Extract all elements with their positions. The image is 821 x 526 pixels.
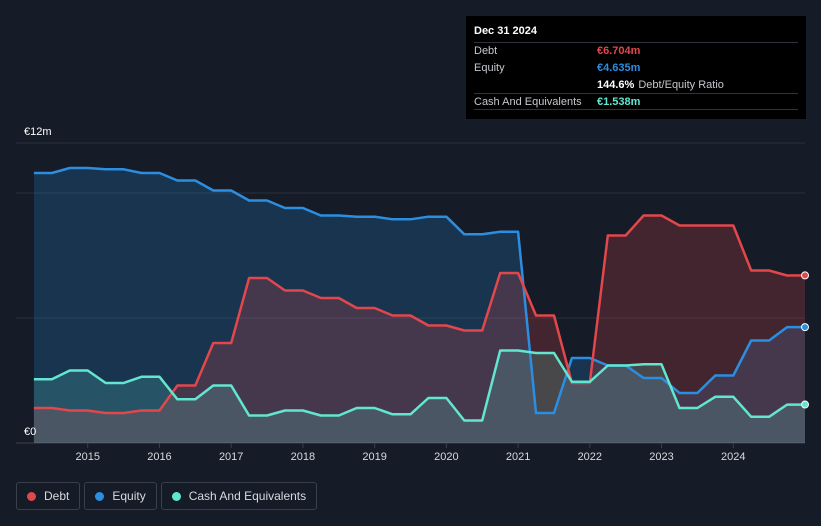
x-tick-label: 2018 xyxy=(291,451,315,463)
tooltip-cash-row: Cash And Equivalents €1.538m xyxy=(474,93,798,110)
legend-item-debt[interactable]: Debt xyxy=(16,482,81,510)
tooltip-ratio-row: 144.6% Debt/Equity Ratio xyxy=(474,76,798,93)
area-equity xyxy=(33,168,805,443)
y-tick-label: €12m xyxy=(24,126,52,138)
endpoint-cash xyxy=(801,400,809,409)
x-tick-label: 2023 xyxy=(649,451,673,463)
endpoint-equity xyxy=(801,323,809,332)
legend-dot-debt xyxy=(27,491,36,501)
area-cash xyxy=(33,350,805,443)
tooltip-ratio-value: 144.6% xyxy=(597,79,635,91)
x-tick-label: 2022 xyxy=(578,451,602,463)
x-tick-label: 2024 xyxy=(721,451,745,463)
tooltip-cash-label: Cash And Equivalents xyxy=(474,95,582,108)
x-tick-label: 2015 xyxy=(75,451,99,463)
tooltip-debt-value: €6.704m xyxy=(597,45,641,57)
x-tick-label: 2021 xyxy=(506,451,530,463)
legend-item-cash[interactable]: Cash And Equivalents xyxy=(160,482,318,510)
tooltip-panel: Dec 31 2024 Debt €6.704m Equity €4.635m … xyxy=(466,16,806,119)
legend-label-equity: Equity xyxy=(112,489,146,503)
legend-item-equity[interactable]: Equity xyxy=(84,482,157,510)
y-tick-label: €0 xyxy=(24,426,36,438)
tooltip-debt-label: Debt xyxy=(474,45,498,57)
tooltip-debt-row: Debt €6.704m xyxy=(474,42,798,59)
x-tick-label: 2019 xyxy=(362,451,386,463)
line-equity xyxy=(33,166,805,415)
legend-label-cash: Cash And Equivalents xyxy=(188,489,307,503)
tooltip-ratio-label: Debt/Equity Ratio xyxy=(638,79,724,91)
tooltip-date: Dec 31 2024 xyxy=(474,25,537,37)
legend-dot-cash xyxy=(171,491,181,501)
tooltip-equity-value: €4.635m xyxy=(597,62,641,74)
tooltip-equity-row: Equity €4.635m xyxy=(474,59,798,76)
legend-dot-equity xyxy=(95,491,105,501)
tooltip-cash-value: €1.538m xyxy=(597,95,641,108)
line-cash xyxy=(33,349,805,422)
x-tick-label: 2020 xyxy=(434,451,458,463)
legend-label-debt: Debt xyxy=(44,489,70,503)
x-tick-label: 2017 xyxy=(219,451,243,463)
tooltip-equity-label: Equity xyxy=(474,62,505,74)
endpoint-debt xyxy=(801,271,809,280)
chart-legend: Debt Equity Cash And Equivalents xyxy=(16,482,321,510)
x-tick-label: 2016 xyxy=(147,451,171,463)
line-debt xyxy=(33,214,806,415)
